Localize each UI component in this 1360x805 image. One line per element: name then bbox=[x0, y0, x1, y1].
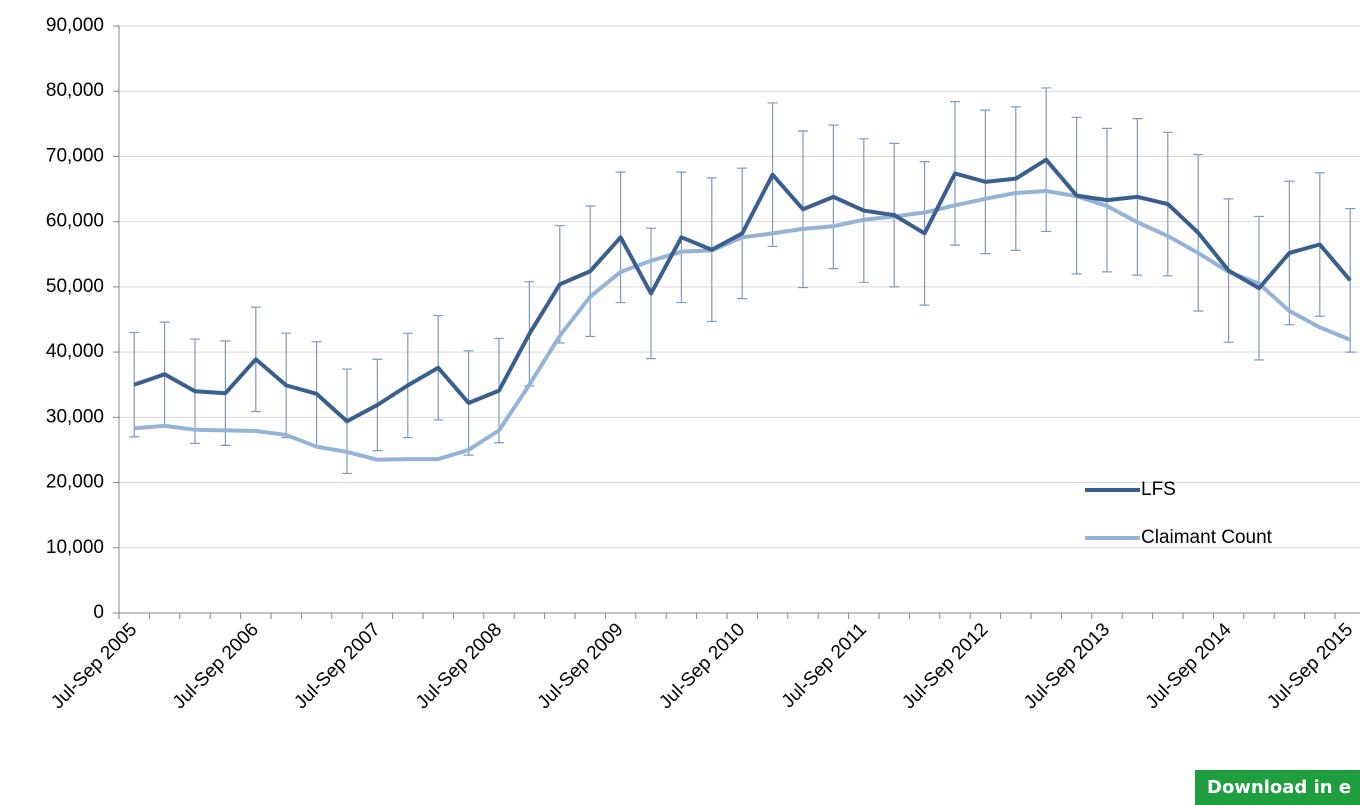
x-tick-label: Jul-Sep 2006 bbox=[169, 619, 263, 713]
x-tick-label: Jul-Sep 2013 bbox=[1020, 619, 1114, 713]
y-tick-label: 60,000 bbox=[46, 211, 104, 232]
x-tick-label: Jul-Sep 2005 bbox=[47, 619, 141, 713]
x-tick-label: Jul-Sep 2014 bbox=[1142, 619, 1236, 713]
x-tick-label: Jul-Sep 2010 bbox=[655, 619, 749, 713]
x-tick-label: Jul-Sep 2009 bbox=[534, 619, 628, 713]
y-tick-label: 90,000 bbox=[46, 15, 104, 36]
y-tick-label: 10,000 bbox=[46, 537, 104, 558]
legend-label: LFS bbox=[1141, 479, 1176, 500]
y-tick-label: 50,000 bbox=[46, 276, 104, 297]
y-tick-label: 80,000 bbox=[46, 80, 104, 101]
series-line bbox=[133, 157, 1352, 424]
y-tick-label: 40,000 bbox=[46, 341, 104, 362]
x-tick-label: Jul-Sep 2011 bbox=[778, 619, 871, 712]
x-tick-label: Jul-Sep 2015 bbox=[1263, 619, 1357, 713]
y-tick-label: 0 bbox=[93, 602, 104, 623]
legend-label: Claimant Count bbox=[1141, 527, 1273, 548]
y-tick-label: 20,000 bbox=[46, 472, 104, 493]
series-line bbox=[134, 189, 1351, 462]
x-tick-label: Jul-Sep 2008 bbox=[412, 619, 506, 713]
y-tick-label: 30,000 bbox=[46, 406, 104, 427]
x-tick-label: Jul-Sep 2012 bbox=[898, 619, 992, 713]
download-button[interactable]: Download in e bbox=[1195, 770, 1360, 805]
x-tick-label: Jul-Sep 2007 bbox=[290, 619, 384, 713]
y-tick-label: 70,000 bbox=[46, 145, 104, 166]
